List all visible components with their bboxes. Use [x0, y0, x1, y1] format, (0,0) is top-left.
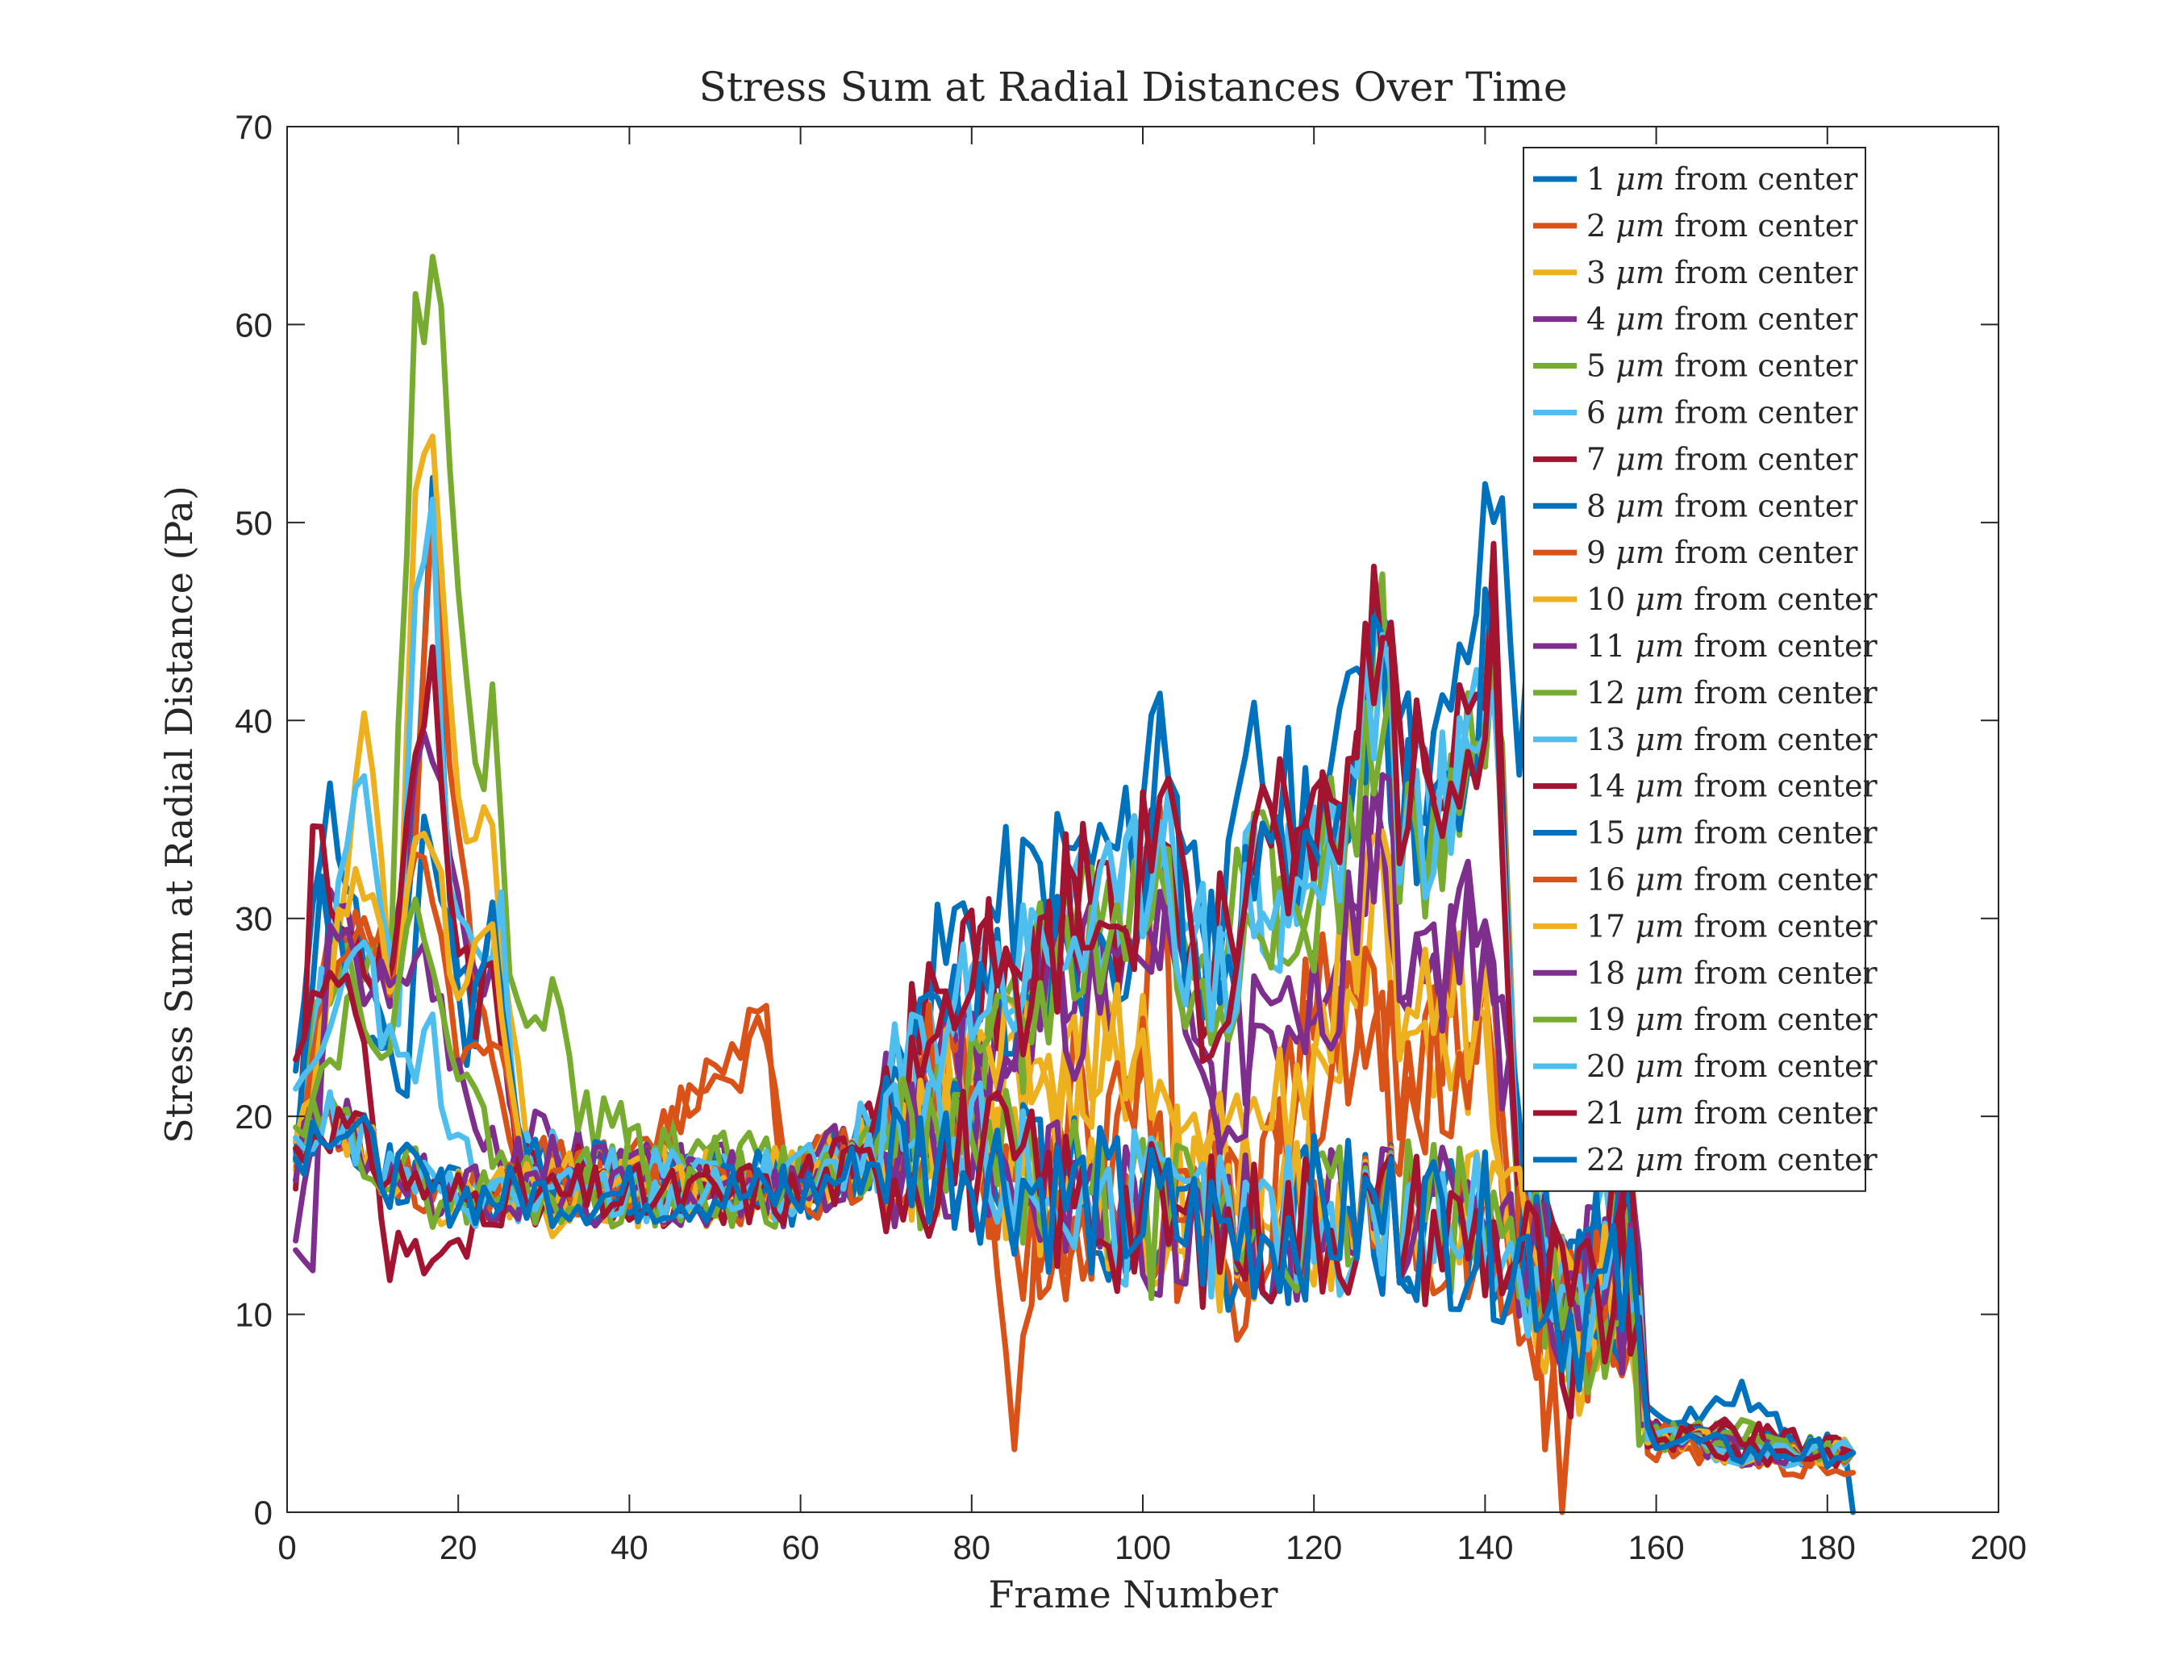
x-axis-label: Frame Number [989, 1573, 1278, 1616]
legend-entry-6: 6 μm from center [1586, 394, 1858, 430]
legend-entry-3: 3 μm from center [1586, 255, 1858, 290]
x-tick-label: 20 [440, 1528, 477, 1566]
legend-entry-11: 11 μm from center [1586, 628, 1878, 664]
y-tick-label: 10 [235, 1296, 273, 1334]
legend-entry-14: 14 μm from center [1586, 769, 1878, 804]
legend-entry-22: 22 μm from center [1586, 1142, 1878, 1178]
legend-entry-12: 12 μm from center [1586, 675, 1878, 711]
axes: 0 20 40 60 80 100 120 140 160 180 200 0 10 20 30 40 50 60… [235, 108, 2027, 1566]
x-tick-label: 40 [611, 1528, 648, 1566]
legend-entry-15: 15 μm from center [1586, 815, 1878, 851]
plot-area [293, 253, 1857, 1515]
x-tick-label: 180 [1799, 1528, 1856, 1566]
y-axis-label: Stress Sum at Radial Distance (Pa) [157, 486, 201, 1144]
x-tick-label: 120 [1286, 1528, 1342, 1566]
y-tick-label: 60 [235, 306, 273, 344]
y-tick-label: 70 [235, 108, 273, 146]
y-tick-label: 50 [235, 504, 273, 542]
y-tick-label: 0 [254, 1494, 273, 1532]
legend-entry-21: 21 μm from center [1586, 1095, 1878, 1131]
x-tick-label: 160 [1628, 1528, 1685, 1566]
legend-entry-17: 17 μm from center [1586, 908, 1878, 944]
legend: 1 μm from center 2 μm from center 3 μm fro… [1523, 147, 1878, 1192]
legend-entry-19: 19 μm from center [1586, 1002, 1878, 1037]
x-tick-label: 200 [1970, 1528, 2027, 1566]
y-tick-label: 40 [235, 702, 273, 740]
legend-entry-9: 9 μm from center [1586, 535, 1858, 570]
legend-entry-10: 10 μm from center [1586, 582, 1878, 617]
legend-entry-16: 16 μm from center [1586, 861, 1878, 897]
x-tick-label: 0 [277, 1528, 296, 1566]
legend-entry-13: 13 μm from center [1586, 722, 1878, 757]
legend-entry-8: 8 μm from center [1586, 488, 1858, 523]
x-tick-label: 60 [781, 1528, 819, 1566]
legend-entry-2: 2 μm from center [1586, 208, 1858, 244]
series-line-22 [293, 1107, 1857, 1469]
y-tick-label: 20 [235, 1098, 273, 1136]
chart-title: Stress Sum at Radial Distances Over Time [699, 64, 1568, 110]
legend-entry-7: 7 μm from center [1586, 441, 1858, 477]
legend-entry-18: 18 μm from center [1586, 955, 1878, 990]
legend-entry-1: 1 μm from center [1586, 161, 1858, 197]
series-line-21 [293, 1088, 1857, 1469]
x-tick-label: 100 [1115, 1528, 1171, 1566]
x-tick-label: 140 [1457, 1528, 1513, 1566]
y-tick-label: 30 [235, 900, 273, 938]
legend-entry-5: 5 μm from center [1586, 348, 1858, 384]
legend-box [1523, 147, 1866, 1192]
legend-entry-20: 20 μm from center [1586, 1048, 1878, 1084]
legend-entry-4: 4 μm from center [1586, 302, 1858, 337]
x-tick-label: 80 [952, 1528, 990, 1566]
